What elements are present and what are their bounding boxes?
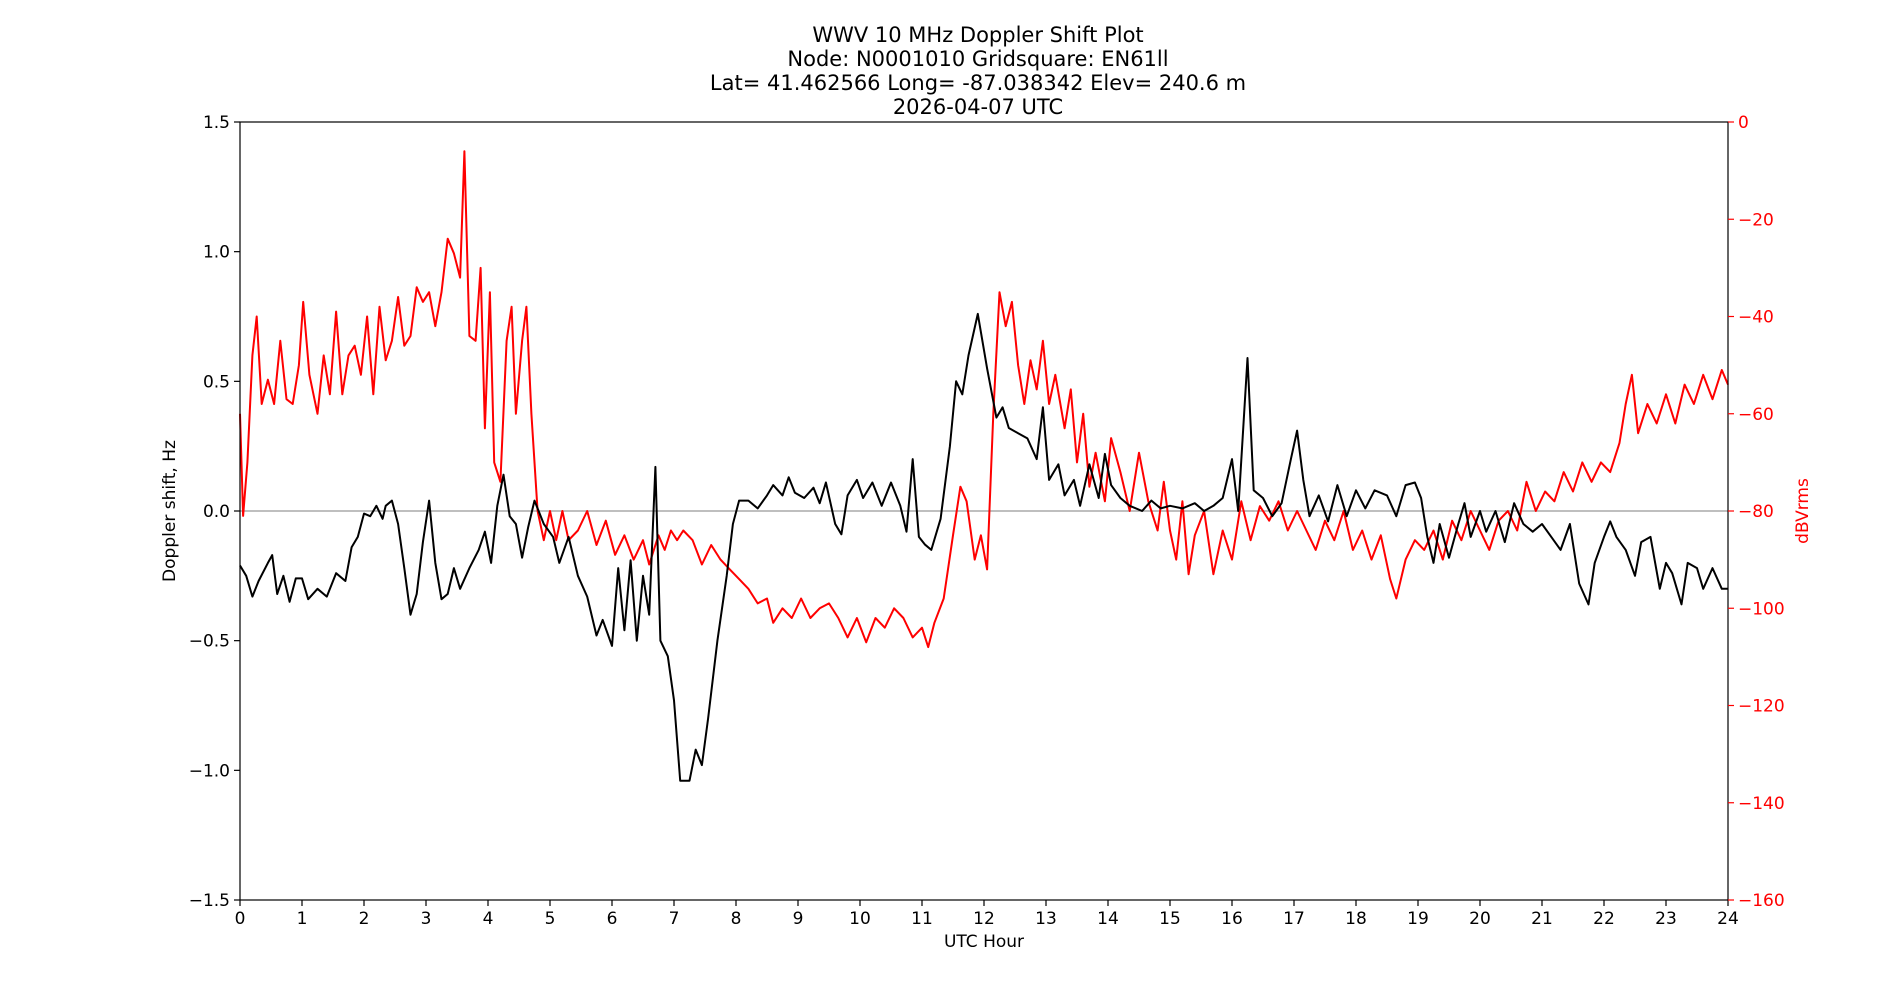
x-tick-label: 17 xyxy=(1283,909,1305,929)
x-tick-label: 22 xyxy=(1593,909,1615,929)
doppler-shift-line xyxy=(239,312,1728,782)
x-tick-label: 0 xyxy=(235,909,246,929)
left-y-axis-label: Doppler shift, Hz xyxy=(160,440,180,582)
x-tick-label: 11 xyxy=(911,909,933,929)
x-axis-label: UTC Hour xyxy=(944,932,1024,952)
right-y-tick-label: −40 xyxy=(1738,308,1774,328)
chart-title-line-2: Node: N0001010 Gridsquare: EN61ll xyxy=(787,47,1168,71)
x-tick-label: 20 xyxy=(1469,909,1491,929)
x-tick-label: 15 xyxy=(1159,909,1181,929)
right-y-tick-label: −100 xyxy=(1738,599,1785,619)
x-tick-label: 9 xyxy=(793,909,804,929)
x-tick-label: 5 xyxy=(545,909,556,929)
x-tick-label: 7 xyxy=(669,909,680,929)
right-y-tick-label: −160 xyxy=(1738,891,1785,911)
x-tick-label: 18 xyxy=(1345,909,1367,929)
right-y-tick-label: −20 xyxy=(1738,210,1774,230)
left-y-tick-label: 1.5 xyxy=(203,113,230,133)
x-tick-label: 21 xyxy=(1531,909,1553,929)
x-tick-label: 6 xyxy=(607,909,618,929)
left-y-tick-label: 0.0 xyxy=(203,502,230,522)
x-tick-label: 2 xyxy=(359,909,370,929)
x-tick-label: 16 xyxy=(1221,909,1243,929)
x-tick-label: 3 xyxy=(421,909,432,929)
x-tick-label: 10 xyxy=(849,909,871,929)
x-tick-label: 4 xyxy=(483,909,494,929)
x-tick-label: 23 xyxy=(1655,909,1677,929)
x-tick-label: 24 xyxy=(1717,909,1739,929)
x-tick-label: 14 xyxy=(1097,909,1119,929)
left-y-tick-label: −1.0 xyxy=(189,761,230,781)
x-tick-label: 19 xyxy=(1407,909,1429,929)
x-tick-label: 1 xyxy=(297,909,308,929)
right-y-axis-label: dBVrms xyxy=(1793,478,1813,544)
right-y-tick-label: −120 xyxy=(1738,697,1785,717)
right-y-tick-label: −140 xyxy=(1738,794,1785,814)
x-tick-label: 12 xyxy=(973,909,995,929)
left-y-tick-label: 0.5 xyxy=(203,372,230,392)
signal-power-line xyxy=(239,150,1729,649)
right-y-tick-label: 0 xyxy=(1738,113,1749,133)
x-tick-label: 13 xyxy=(1035,909,1057,929)
chart-title-line-4: 2026-04-07 UTC xyxy=(893,95,1063,119)
chart-title-line-1: WWV 10 MHz Doppler Shift Plot xyxy=(812,23,1143,47)
left-y-tick-label: 1.0 xyxy=(203,243,230,263)
right-y-tick-label: −60 xyxy=(1738,405,1774,425)
left-y-tick-label: −1.5 xyxy=(189,891,230,911)
right-y-tick-label: −80 xyxy=(1738,502,1774,522)
chart-title-line-3: Lat= 41.462566 Long= -87.038342 Elev= 24… xyxy=(710,71,1246,95)
left-y-tick-label: −0.5 xyxy=(189,632,230,652)
x-tick-label: 8 xyxy=(731,909,742,929)
